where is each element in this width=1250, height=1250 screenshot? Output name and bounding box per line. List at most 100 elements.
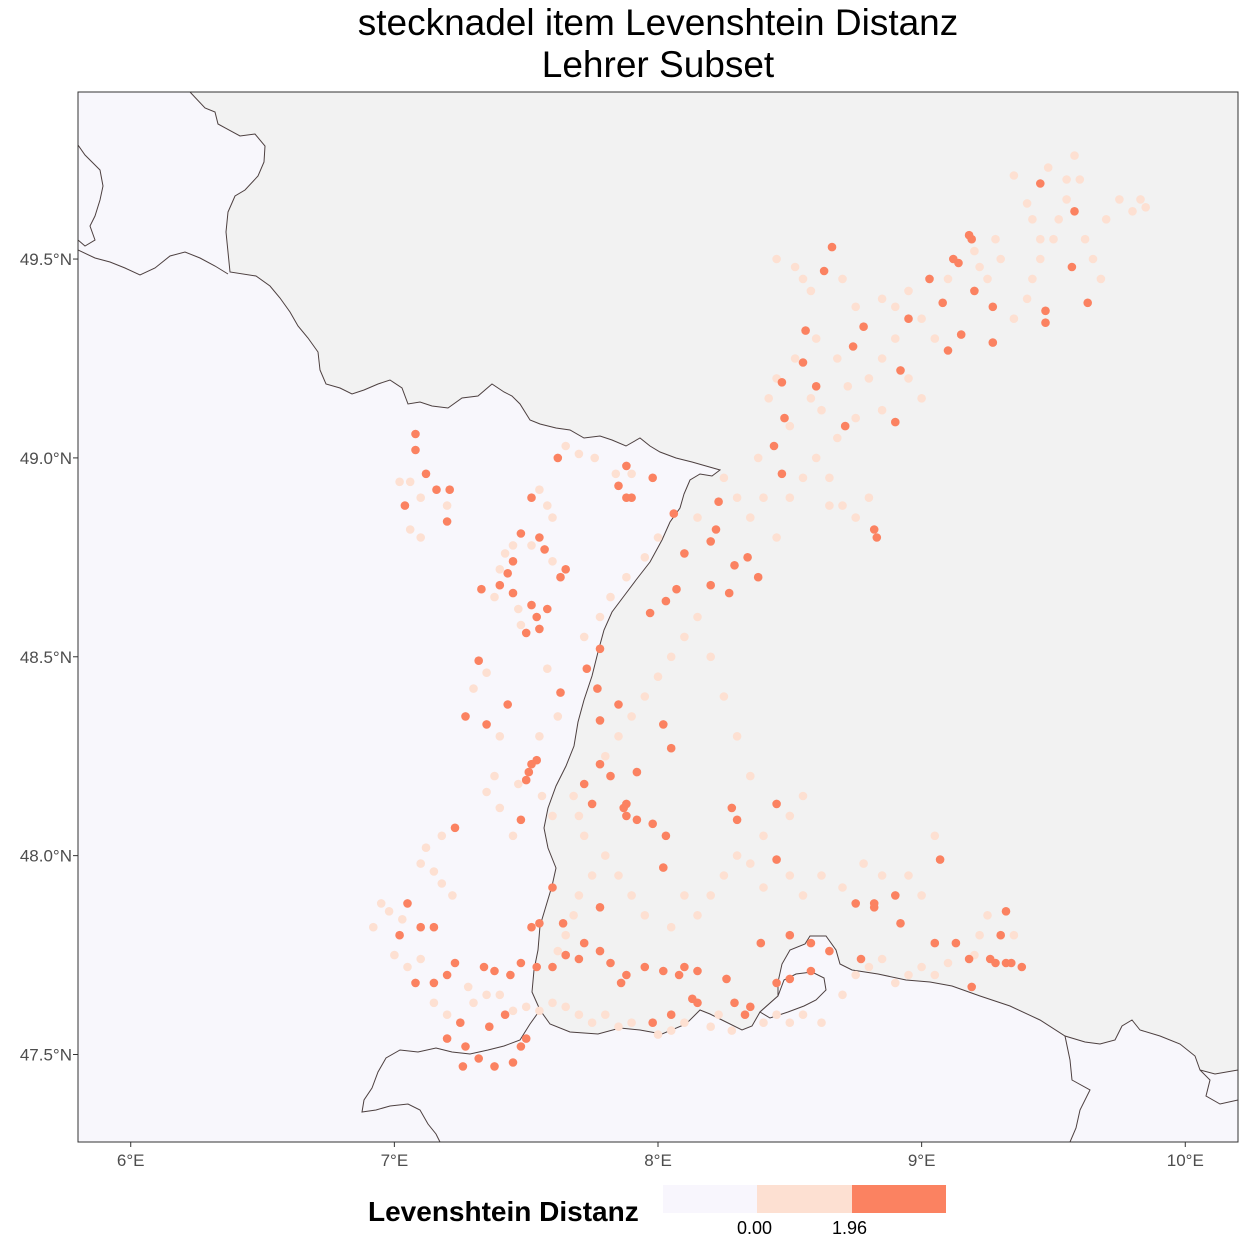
- data-point-high: [956, 330, 966, 339]
- data-point-mid: [548, 557, 557, 566]
- data-point-mid: [864, 493, 874, 503]
- data-point-mid: [553, 946, 563, 956]
- data-point-mid: [693, 612, 702, 622]
- data-point-high: [582, 664, 592, 673]
- data-point-mid: [772, 1010, 781, 1019]
- data-point-mid: [437, 831, 447, 841]
- data-point-high: [732, 815, 742, 825]
- data-point-mid: [508, 831, 518, 841]
- data-point-high: [825, 946, 834, 956]
- data-point-mid: [1088, 254, 1098, 264]
- data-point-mid: [904, 374, 913, 383]
- data-point-mid: [706, 652, 715, 662]
- data-point-high: [798, 358, 808, 367]
- data-point-mid: [838, 274, 847, 284]
- data-point-mid: [442, 1010, 452, 1019]
- data-point-high: [595, 644, 605, 654]
- data-point-mid: [666, 922, 676, 932]
- data-point-mid: [1096, 274, 1106, 284]
- data-point-mid: [753, 453, 763, 463]
- data-point-high: [614, 700, 623, 709]
- data-point-high: [416, 922, 426, 932]
- data-point-high: [527, 493, 536, 503]
- data-point-high: [579, 779, 589, 789]
- data-point-mid: [653, 672, 663, 681]
- data-point-high: [595, 759, 605, 769]
- data-point-mid: [798, 891, 808, 900]
- data-point-high: [490, 1062, 499, 1071]
- data-point-high: [543, 604, 552, 614]
- data-point-high: [516, 958, 526, 968]
- data-point-mid: [595, 612, 605, 622]
- data-point-high: [614, 481, 623, 491]
- data-point-mid: [838, 883, 847, 892]
- data-point-mid: [851, 970, 860, 980]
- data-point-mid: [416, 859, 426, 868]
- data-point-high: [645, 608, 655, 618]
- data-point-mid: [579, 632, 589, 642]
- data-point-high: [561, 950, 570, 960]
- data-point-high: [521, 775, 531, 785]
- data-point-high: [477, 584, 486, 594]
- data-point-mid: [785, 493, 795, 503]
- data-point-high: [801, 326, 810, 335]
- data-point-high: [753, 572, 763, 582]
- data-point-mid: [759, 493, 768, 503]
- data-point-mid: [719, 473, 729, 483]
- data-point-high: [859, 322, 868, 332]
- data-point-mid: [759, 1018, 768, 1027]
- data-point-mid: [405, 525, 415, 534]
- data-point-mid: [627, 891, 636, 900]
- data-point-high: [714, 497, 723, 507]
- data-point-high: [988, 338, 998, 347]
- data-point-high: [746, 1002, 755, 1012]
- data-point-high: [672, 584, 681, 594]
- data-point-mid: [1022, 199, 1032, 208]
- data-point-mid: [384, 907, 394, 916]
- data-point-mid: [587, 1018, 597, 1027]
- data-point-mid: [469, 684, 478, 693]
- data-point-high: [1041, 306, 1050, 316]
- data-point-high: [1017, 962, 1027, 972]
- data-point-mid: [851, 513, 860, 522]
- data-point-mid: [904, 871, 913, 880]
- data-point-mid: [548, 811, 557, 821]
- data-point-mid: [614, 732, 623, 741]
- map-title: stecknadel item Levenshtein Distanz: [357, 2, 959, 43]
- data-point-mid: [859, 859, 868, 868]
- data-point-mid: [772, 533, 781, 542]
- data-point-high: [996, 930, 1005, 940]
- data-point-mid: [817, 405, 826, 415]
- data-point-high: [722, 974, 731, 984]
- data-point-mid: [1009, 930, 1019, 940]
- data-point-mid: [416, 493, 426, 503]
- data-point-high: [548, 962, 557, 972]
- data-point-high: [606, 771, 615, 781]
- data-point-high: [640, 962, 650, 972]
- data-point-high: [632, 767, 642, 777]
- data-point-mid: [514, 779, 523, 789]
- data-point-high: [711, 525, 721, 534]
- data-points: [369, 151, 1150, 1071]
- y-tick-label: 48.0°N: [20, 847, 72, 866]
- data-point-high: [622, 461, 631, 471]
- data-point-high: [772, 978, 781, 988]
- data-point-mid: [806, 394, 816, 403]
- data-point-mid: [535, 485, 544, 495]
- data-point-high: [411, 445, 420, 455]
- data-point-high: [780, 413, 789, 423]
- data-point-high: [456, 1018, 465, 1027]
- data-point-high: [532, 755, 541, 765]
- x-tick-label: 7°E: [381, 1151, 409, 1170]
- data-point-mid: [1128, 207, 1137, 216]
- data-point-mid: [785, 871, 795, 880]
- data-point-high: [508, 557, 518, 566]
- data-point-mid: [706, 891, 715, 900]
- data-point-high: [756, 938, 766, 948]
- data-point-mid: [798, 791, 808, 801]
- data-point-mid: [535, 1006, 544, 1016]
- data-point-mid: [376, 899, 386, 908]
- data-point-mid: [759, 883, 768, 892]
- data-point-mid: [574, 449, 584, 459]
- data-point-high: [806, 938, 816, 948]
